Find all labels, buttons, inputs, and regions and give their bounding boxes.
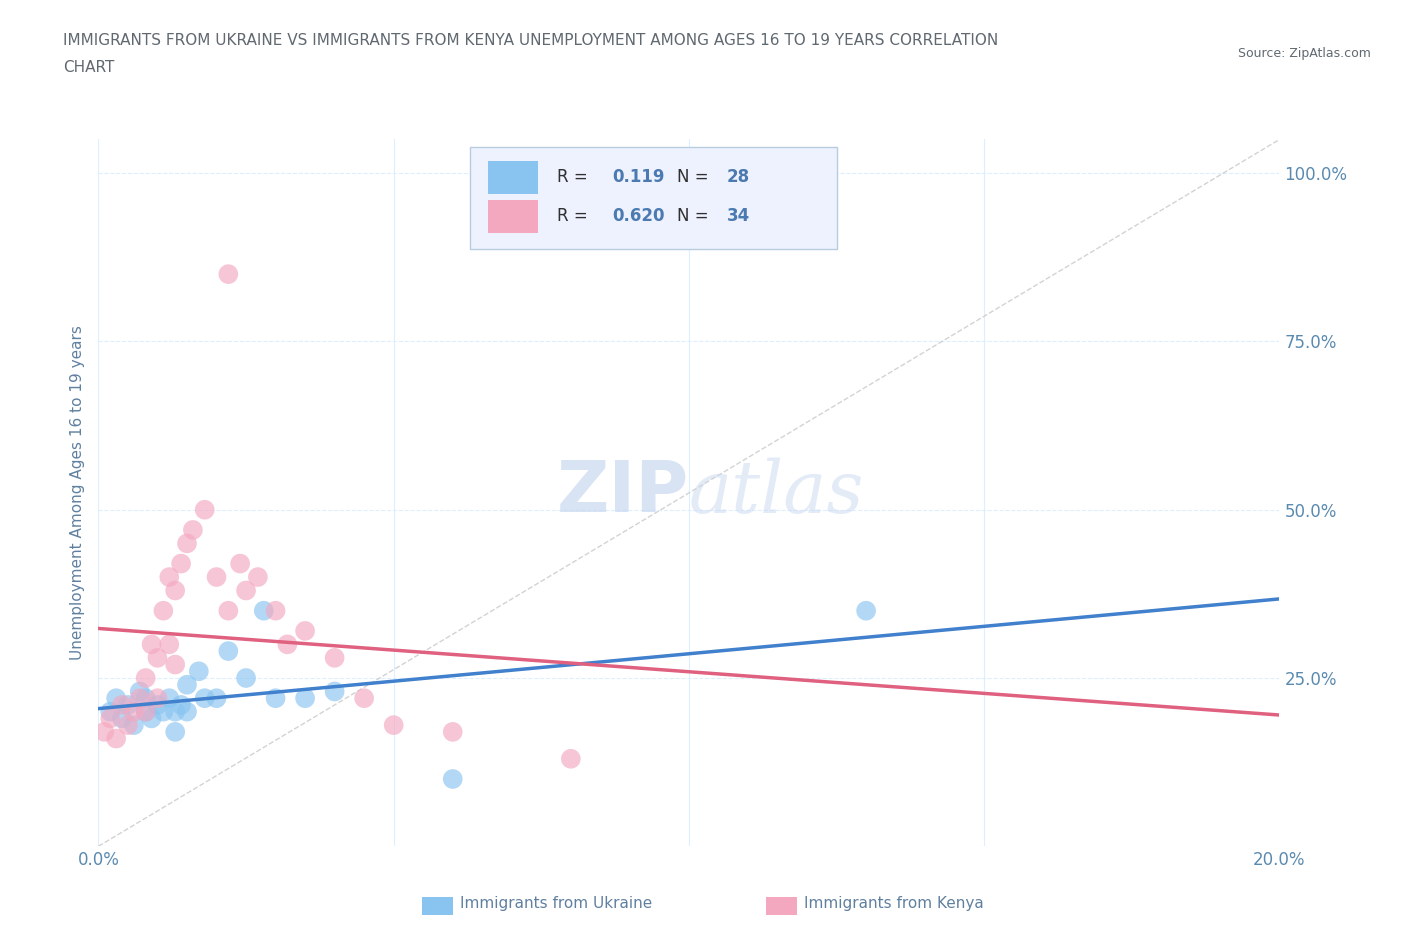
Point — [170, 556, 193, 571]
Point — [176, 704, 198, 719]
Point — [105, 691, 128, 706]
Point — [855, 604, 877, 618]
FancyBboxPatch shape — [471, 147, 837, 249]
Text: R =: R = — [557, 206, 593, 225]
Text: Source: ZipAtlas.com: Source: ZipAtlas.com — [1237, 46, 1371, 60]
Point — [264, 604, 287, 618]
Text: IMMIGRANTS FROM UKRAINE VS IMMIGRANTS FROM KENYA UNEMPLOYMENT AMONG AGES 16 TO 1: IMMIGRANTS FROM UKRAINE VS IMMIGRANTS FR… — [63, 33, 998, 47]
Point — [176, 536, 198, 551]
Point — [170, 698, 193, 712]
Point — [111, 711, 134, 725]
Point — [93, 724, 115, 739]
Point — [294, 691, 316, 706]
Point — [146, 691, 169, 706]
Point — [382, 718, 405, 733]
Text: R =: R = — [557, 168, 593, 186]
Point — [441, 724, 464, 739]
Point — [98, 704, 121, 719]
Point — [217, 604, 239, 618]
Point — [98, 711, 121, 725]
Point — [323, 684, 346, 699]
Point — [205, 691, 228, 706]
Point — [135, 671, 157, 685]
Point — [141, 711, 163, 725]
Text: N =: N = — [678, 206, 714, 225]
Point — [135, 704, 157, 719]
Point — [165, 658, 187, 672]
Point — [117, 718, 139, 733]
Text: Immigrants from Kenya: Immigrants from Kenya — [804, 897, 984, 911]
Point — [152, 604, 174, 618]
Point — [217, 267, 239, 282]
Y-axis label: Unemployment Among Ages 16 to 19 years: Unemployment Among Ages 16 to 19 years — [70, 326, 86, 660]
Point — [122, 704, 145, 719]
Point — [105, 731, 128, 746]
Point — [157, 569, 180, 584]
Point — [146, 650, 169, 665]
Point — [122, 718, 145, 733]
Point — [111, 698, 134, 712]
Text: ZIP: ZIP — [557, 458, 689, 527]
Point — [135, 704, 157, 719]
Point — [176, 677, 198, 692]
Point — [276, 637, 298, 652]
Point — [165, 704, 187, 719]
Text: 0.620: 0.620 — [612, 206, 665, 225]
Point — [187, 664, 209, 679]
Point — [135, 691, 157, 706]
Point — [353, 691, 375, 706]
Text: CHART: CHART — [63, 60, 115, 75]
Point — [235, 671, 257, 685]
Point — [253, 604, 276, 618]
Point — [157, 637, 180, 652]
Point — [441, 772, 464, 787]
Text: 28: 28 — [727, 168, 749, 186]
Point — [157, 691, 180, 706]
Point — [229, 556, 252, 571]
Point — [560, 751, 582, 766]
Point — [194, 691, 217, 706]
Point — [235, 583, 257, 598]
Point — [128, 684, 150, 699]
Point — [264, 691, 287, 706]
Point — [181, 523, 204, 538]
Text: 0.119: 0.119 — [612, 168, 665, 186]
Text: N =: N = — [678, 168, 714, 186]
Point — [165, 724, 187, 739]
Point — [323, 650, 346, 665]
Point — [294, 623, 316, 638]
Point — [117, 698, 139, 712]
Text: atlas: atlas — [689, 458, 865, 528]
Point — [194, 502, 217, 517]
Point — [128, 691, 150, 706]
Point — [141, 637, 163, 652]
Point — [205, 569, 228, 584]
Point — [165, 583, 187, 598]
Point — [146, 698, 169, 712]
FancyBboxPatch shape — [488, 162, 537, 194]
Text: Immigrants from Ukraine: Immigrants from Ukraine — [460, 897, 652, 911]
Text: 34: 34 — [727, 206, 749, 225]
FancyBboxPatch shape — [488, 200, 537, 232]
Point — [152, 704, 174, 719]
Point — [217, 644, 239, 658]
Point — [246, 569, 269, 584]
